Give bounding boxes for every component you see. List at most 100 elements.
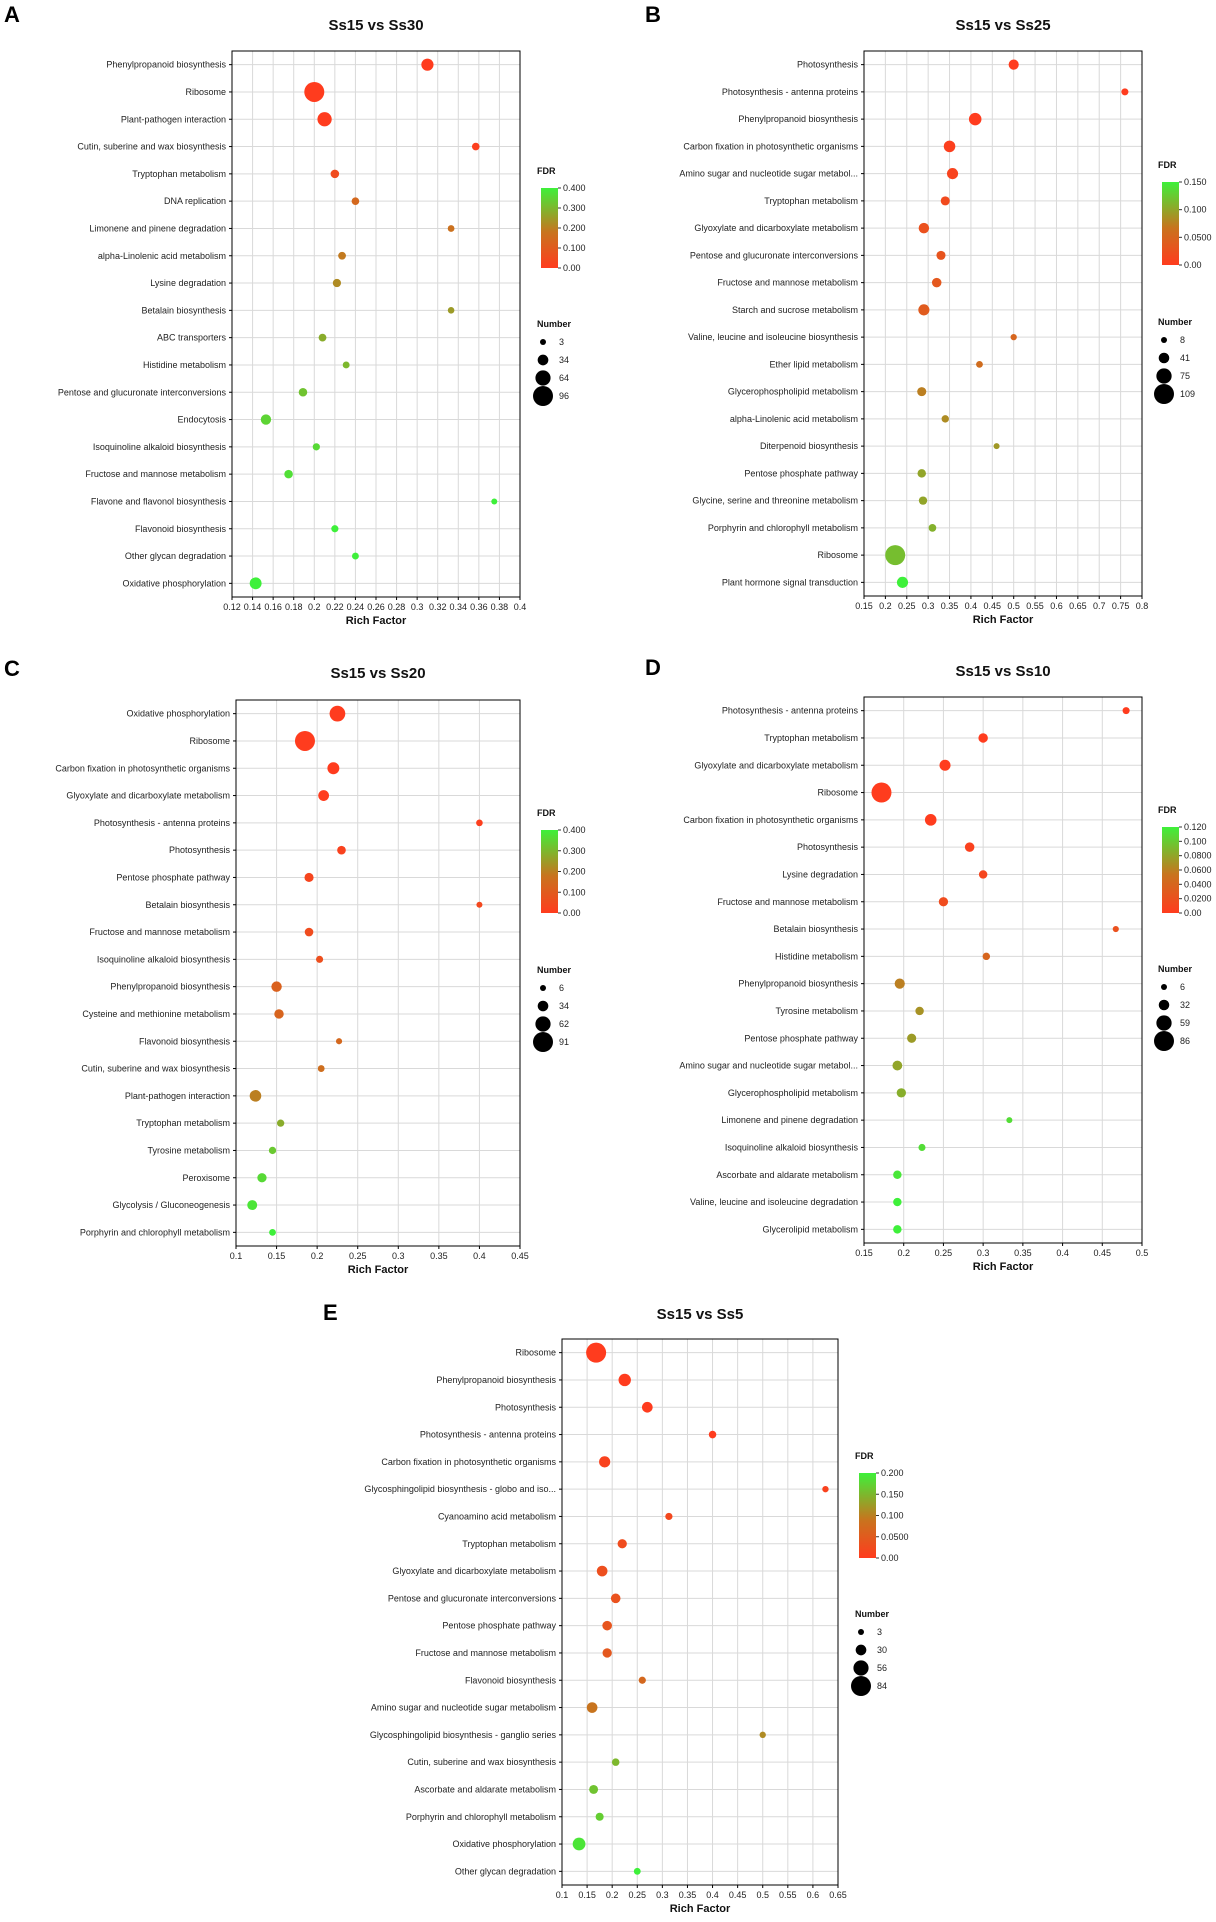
data-bubble <box>978 870 988 879</box>
x-tick-label: 0.34 <box>450 602 468 612</box>
data-bubble <box>586 1342 607 1363</box>
category-label: Cysteine and methionine metabolism <box>82 1009 230 1019</box>
x-tick-label: 0.35 <box>1014 1248 1032 1258</box>
category-label: Porphyrin and chlorophyll metabolism <box>80 1227 230 1237</box>
number-legend-label: 59 <box>1180 1018 1190 1028</box>
data-bubble <box>335 1038 343 1045</box>
data-bubble <box>602 1648 612 1658</box>
number-legend-title: Number <box>1158 964 1193 974</box>
category-label: Tryptophan metabolism <box>132 169 226 179</box>
category-label: Limonene and pinene degradation <box>721 1115 858 1125</box>
category-label: Photosynthesis <box>797 842 859 852</box>
x-axis-title: Rich Factor <box>973 1261 1034 1273</box>
category-label: Ribosome <box>817 788 858 798</box>
category-label: Fructose and mannose metabolism <box>89 927 230 937</box>
data-bubble <box>599 1456 611 1468</box>
number-legend-bubble <box>537 1000 549 1012</box>
x-tick-label: 0.3 <box>411 602 424 612</box>
category-label: Isoquinoline alkaloid biosynthesis <box>93 442 227 452</box>
category-label: Glycerophospholipid metabolism <box>728 1088 858 1098</box>
category-label: Pentose phosphate pathway <box>744 1033 858 1043</box>
category-label: Valine, leucine and isoleucine degradati… <box>690 1197 858 1207</box>
fdr-legend-label: 0.00 <box>1184 260 1202 270</box>
x-tick-label: 0.32 <box>429 602 447 612</box>
fdr-legend-label: 0.0400 <box>1184 879 1212 889</box>
x-tick-label: 0.36 <box>470 602 488 612</box>
fdr-legend-label: 0.120 <box>1184 822 1207 832</box>
number-legend-bubble <box>1161 984 1167 990</box>
x-tick-label: 0.4 <box>473 1251 486 1261</box>
category-label: Glycerophospholipid metabolism <box>728 387 858 397</box>
category-label: Phenylpropanoid biosynthesis <box>738 979 858 989</box>
category-label: Flavonoid biosynthesis <box>135 524 227 534</box>
panel-letter: D <box>645 655 661 680</box>
data-bubble <box>982 952 991 961</box>
category-label: Cutin, suberine and wax biosynthesis <box>407 1757 556 1767</box>
x-tick-label: 0.8 <box>1136 601 1149 611</box>
data-bubble <box>993 443 1000 450</box>
data-bubble <box>893 1225 902 1234</box>
chart-title: Ss15 vs Ss5 <box>657 1306 744 1323</box>
chart-title: Ss15 vs Ss10 <box>955 663 1050 680</box>
data-bubble <box>896 576 909 588</box>
data-bubble <box>249 577 262 590</box>
data-bubble <box>894 978 905 989</box>
x-tick-label: 0.3 <box>656 1890 669 1900</box>
category-label: Ribosome <box>817 550 858 560</box>
data-bubble <box>936 250 946 260</box>
x-axis-title: Rich Factor <box>346 615 407 627</box>
data-bubble <box>918 496 928 505</box>
data-bubble <box>595 1812 604 1821</box>
number-legend-label: 34 <box>559 1001 569 1011</box>
fdr-legend-title: FDR <box>855 1451 874 1461</box>
fdr-legend-label: 0.200 <box>881 1468 904 1478</box>
panel-letter: C <box>4 656 20 681</box>
data-bubble <box>342 361 350 369</box>
category-label: Cutin, suberine and wax biosynthesis <box>81 1064 230 1074</box>
number-legend-label: 6 <box>559 983 564 993</box>
data-bubble <box>915 1006 924 1016</box>
plot-frame <box>863 50 1143 597</box>
data-bubble <box>610 1593 621 1604</box>
number-legend-title: Number <box>1158 317 1193 327</box>
category-label: Glyoxylate and dicarboxylate metabolism <box>694 223 858 233</box>
category-label: Limonene and pinene degradation <box>89 223 226 233</box>
x-tick-label: 0.45 <box>984 601 1002 611</box>
category-label: Photosynthesis <box>169 845 231 855</box>
category-label: Amino sugar and nucleotide sugar metabol… <box>679 1061 858 1071</box>
category-label: Diterpenoid biosynthesis <box>760 441 859 451</box>
category-label: Isoquinoline alkaloid biosynthesis <box>97 954 231 964</box>
chart-panel-a: A Ss15 vs Ss30 0.12 0.14 0.16 0.18 0.2 0.22 0.24… <box>4 2 586 627</box>
category-label: Betalain biosynthesis <box>141 305 226 315</box>
panel-letter: B <box>645 2 661 27</box>
fdr-color-bar <box>541 188 558 268</box>
number-legend-bubble <box>535 370 551 386</box>
number-legend-bubble <box>537 354 549 366</box>
x-tick-label: 0.4 <box>514 602 527 612</box>
category-label: Carbon fixation in photosynthetic organi… <box>55 763 230 773</box>
data-bubble <box>968 112 982 126</box>
number-legend-label: 32 <box>1180 1000 1190 1010</box>
data-bubble <box>331 525 339 533</box>
fdr-legend-title: FDR <box>1158 805 1177 815</box>
data-bubble <box>294 730 315 751</box>
data-bubble <box>268 1146 277 1155</box>
data-bubble <box>928 524 937 532</box>
fdr-legend-label: 0.150 <box>1184 177 1207 187</box>
data-bubble <box>276 1119 285 1127</box>
x-tick-label: 0.4 <box>965 601 978 611</box>
category-label: Cyanoamino acid metabolism <box>438 1511 556 1521</box>
fdr-legend-label: 0.100 <box>563 887 586 897</box>
x-tick-label: 0.2 <box>311 1251 324 1261</box>
data-bubble <box>617 1539 627 1549</box>
data-bubble <box>284 469 293 479</box>
category-label: Fructose and mannose metabolism <box>717 278 858 288</box>
x-tick-label: 0.15 <box>268 1251 286 1261</box>
category-label: Fructose and mannose metabolism <box>717 897 858 907</box>
number-legend-bubble <box>853 1660 869 1676</box>
data-bubble <box>316 955 324 963</box>
fdr-legend-label: 0.400 <box>563 183 586 193</box>
category-label: Phenylpropanoid biosynthesis <box>436 1375 556 1385</box>
fdr-legend-label: 0.00 <box>563 263 581 273</box>
